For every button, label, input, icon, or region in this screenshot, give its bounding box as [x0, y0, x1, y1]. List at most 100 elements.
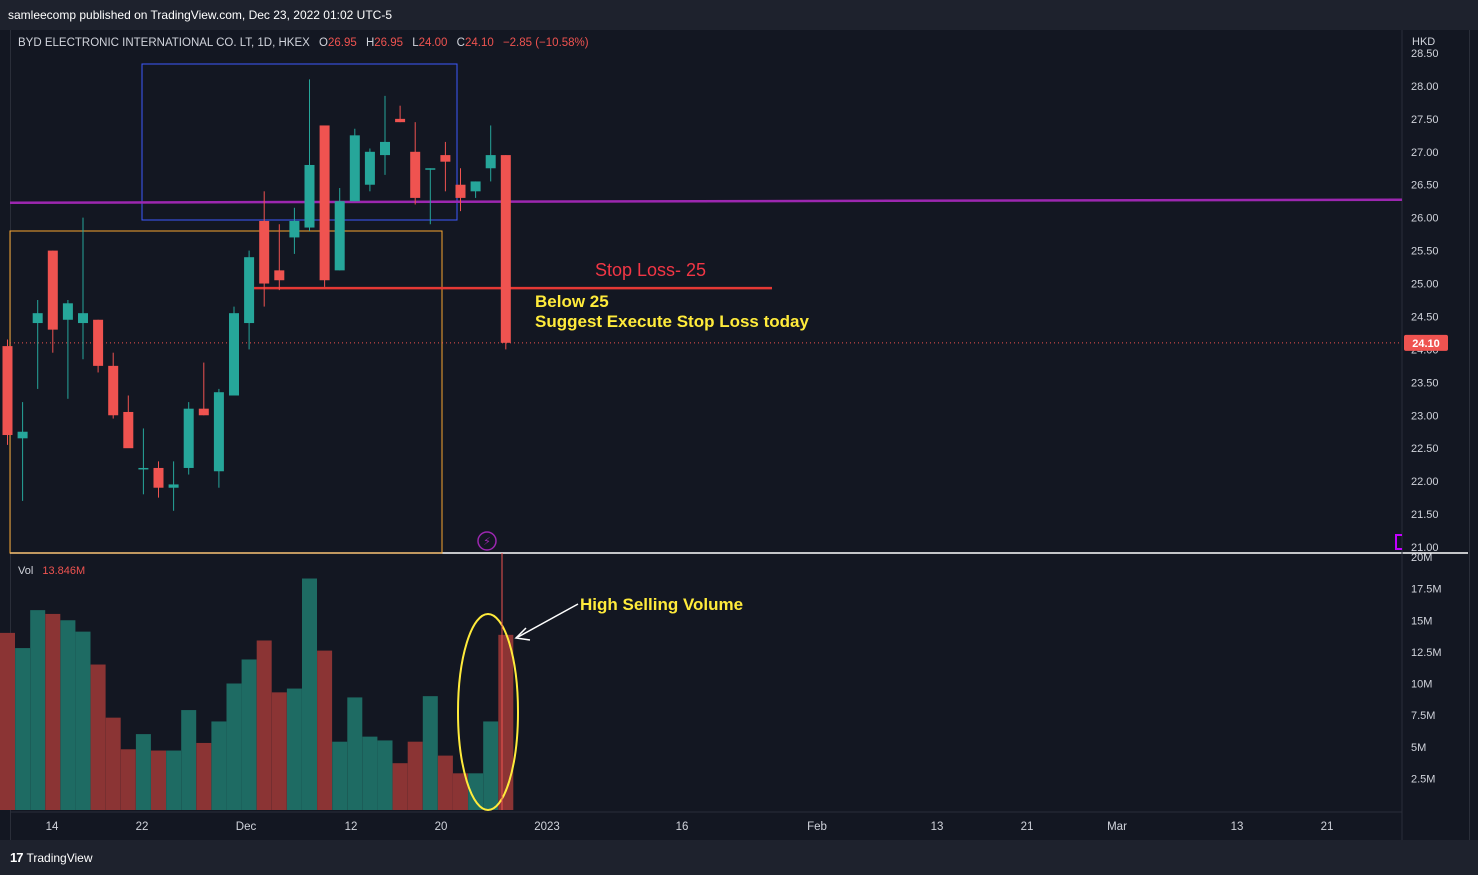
lightning-icon[interactable] — [477, 531, 497, 551]
annotation-arrow[interactable] — [517, 603, 579, 638]
candle — [485, 125, 496, 182]
time-tick-label: 20 — [435, 821, 448, 833]
volume-bar — [271, 692, 287, 810]
volume-axis-ticks: 20M 17.5M 15M 12.5M 10M 7.5M 5M 2.5M — [1411, 552, 1442, 785]
stop-loss-annotation[interactable]: Stop Loss- 25 — [595, 260, 706, 280]
candle — [319, 125, 330, 287]
volume-tick-label: 7.5M — [1411, 710, 1435, 722]
tradingview-brand: TradingView — [26, 850, 93, 865]
candle — [62, 300, 73, 399]
volume-highlight-ellipse[interactable] — [457, 613, 519, 811]
candle — [78, 217, 88, 360]
symbol-name: BYD ELECTRONIC INTERNATIONAL CO. LT, 1D,… — [18, 37, 310, 49]
suggest-annotation[interactable]: Suggest Execute Stop Loss today — [535, 312, 809, 331]
candle — [349, 128, 360, 202]
volume-bar — [437, 755, 453, 810]
volume-bar — [30, 610, 46, 810]
volume-tick-label: 10M — [1411, 679, 1432, 691]
tradingview-logo[interactable]: 17 TradingView — [10, 850, 93, 865]
arrow-head-icon — [514, 627, 531, 641]
time-tick-label: 22 — [136, 821, 149, 833]
volume-bar — [196, 742, 212, 810]
volume-value: 13.846M — [42, 565, 85, 577]
candle — [334, 188, 345, 271]
candle — [289, 207, 300, 254]
candle — [470, 181, 481, 198]
volume-bar — [241, 659, 257, 810]
volume-bar — [377, 740, 393, 810]
volume-bar — [392, 763, 408, 810]
volume-bar — [453, 773, 468, 810]
price-tick-label: 25.50 — [1411, 246, 1439, 258]
volume-bar — [317, 650, 333, 810]
volume-tick-label: 15M — [1411, 615, 1432, 627]
price-tick-label: 27.50 — [1411, 114, 1439, 126]
price-tick-label: 24.50 — [1411, 311, 1439, 323]
volume-bar — [0, 632, 15, 810]
high-label: H — [366, 37, 374, 49]
price-tick-label: 21.50 — [1411, 509, 1439, 521]
high-value: 26.95 — [374, 37, 403, 49]
last-price-badge — [1404, 334, 1448, 351]
volume-bar — [166, 750, 182, 810]
time-tick-label: 16 — [676, 821, 689, 833]
price-tick-label: 26.50 — [1411, 180, 1439, 192]
time-tick-label: 21 — [1021, 821, 1034, 833]
candle — [138, 428, 149, 495]
price-tick-label: 23.50 — [1411, 377, 1439, 389]
volume-tick-label: 5M — [1411, 742, 1426, 754]
footer — [0, 840, 1478, 875]
price-tick-label: 28.50 — [1411, 48, 1439, 60]
purple-marker-icon — [1395, 534, 1402, 550]
time-tick-label: 21 — [1321, 821, 1334, 833]
time-tick-label: Feb — [807, 821, 827, 833]
price-tick-label: 21.00 — [1411, 542, 1439, 554]
volume-bar — [45, 613, 61, 810]
price-tick-label: 22.00 — [1411, 476, 1439, 488]
candle — [440, 141, 451, 192]
volume-tick-label: 20M — [1411, 552, 1432, 564]
volume-bars-group — [0, 578, 514, 810]
symbol-legend: BYD ELECTRONIC INTERNATIONAL CO. LT, 1D,… — [18, 37, 589, 49]
volume-bar — [135, 734, 151, 810]
time-tick-label: 2023 — [534, 821, 560, 833]
price-tick-label: 22.50 — [1411, 443, 1439, 455]
price-tick-label: 23.00 — [1411, 410, 1439, 422]
volume-bar — [105, 717, 121, 810]
price-tick-label: 28.00 — [1411, 81, 1439, 93]
purple-support-line[interactable] — [9, 198, 1403, 204]
volume-bar — [90, 664, 106, 810]
candle — [213, 388, 224, 488]
below-annotation[interactable]: Below 25 — [535, 292, 609, 311]
time-axis-ticks: 14 22 Dec 12 20 2023 16 Feb 13 21 Mar 13 21 — [46, 821, 1334, 833]
tradingview-logo-icon: 17 — [10, 850, 24, 865]
candle — [17, 402, 28, 501]
price-tick-label: 27.00 — [1411, 147, 1439, 159]
volume-tick-label: 17.5M — [1411, 584, 1442, 596]
candle — [364, 148, 375, 192]
orange-range-box[interactable] — [9, 230, 443, 554]
open-label: O — [319, 37, 328, 49]
publish-bar: samleecomp published on TradingView.com,… — [0, 0, 1478, 30]
volume-bar — [332, 741, 348, 810]
time-tick-label: 13 — [931, 821, 944, 833]
candle — [93, 319, 104, 373]
volume-bar — [120, 749, 136, 810]
candle — [380, 95, 390, 175]
high-volume-annotation[interactable]: High Selling Volume — [580, 595, 743, 614]
candle — [229, 306, 239, 396]
time-tick-label: 12 — [345, 821, 358, 833]
volume-bar — [483, 721, 499, 810]
price-tick-label: 26.00 — [1411, 213, 1439, 225]
volume-bar — [468, 773, 484, 810]
volume-bar — [347, 697, 363, 810]
volume-bar — [498, 634, 514, 810]
candle — [410, 122, 421, 205]
candle — [425, 168, 436, 225]
currency-label: HKD — [1412, 36, 1435, 48]
last-price-text: 24.10 — [1412, 338, 1440, 350]
blue-range-box[interactable] — [141, 63, 458, 221]
time-tick-label: 13 — [1231, 821, 1244, 833]
candle — [259, 191, 270, 307]
